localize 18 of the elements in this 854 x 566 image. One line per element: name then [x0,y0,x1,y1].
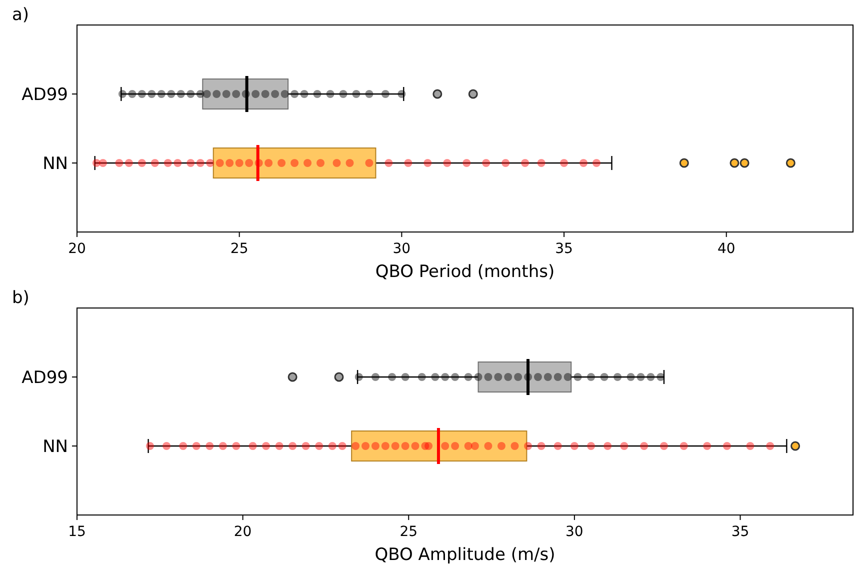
y-tick-label: AD99 [22,368,68,388]
y-tick-label: NN [42,436,68,457]
x-tick-label: 30 [566,524,584,540]
chart-title: b) [12,288,30,308]
chart-title: a) [12,5,30,25]
y-tick-label: NN [42,154,68,174]
x-tick-label: 30 [392,241,411,257]
y-tick-label: AD99 [22,84,68,105]
x-axis-title: QBO Amplitude (m/s) [374,545,556,565]
x-tick-label: 25 [400,524,418,540]
x-tick-label: 25 [230,241,248,257]
x-tick-label: 35 [731,524,750,540]
x-tick-label: 20 [68,241,86,257]
x-tick-label: 40 [717,241,736,257]
x-tick-label: 20 [234,524,252,540]
x-axis-title: QBO Period (months) [375,262,555,282]
x-tick-label: 15 [68,524,86,540]
x-tick-label: 35 [555,241,573,257]
